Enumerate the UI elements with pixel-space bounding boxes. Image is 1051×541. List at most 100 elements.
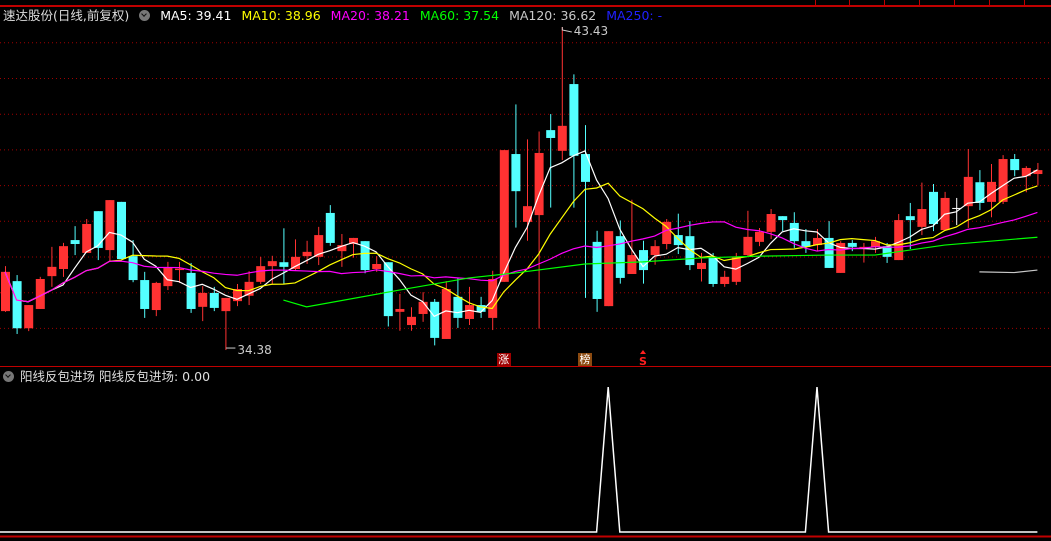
candle-body bbox=[465, 305, 474, 319]
ma20-label: MA20: 38.21 bbox=[330, 8, 410, 23]
candle-body bbox=[12, 281, 22, 329]
candle-body bbox=[267, 261, 277, 267]
marker-sell-s[interactable]: S bbox=[639, 355, 647, 368]
candle-body bbox=[789, 222, 799, 242]
candle-body bbox=[1010, 159, 1020, 171]
candle-body bbox=[233, 288, 242, 302]
marker-zhang[interactable]: 涨 bbox=[496, 353, 511, 366]
candle-body bbox=[1, 271, 10, 312]
candle-body bbox=[523, 206, 532, 222]
candle-body bbox=[963, 176, 973, 207]
candle-body bbox=[847, 242, 857, 247]
candle-body bbox=[801, 241, 811, 247]
stock-title: 速达股份(日线,前复权) bbox=[3, 8, 130, 23]
ma120-label: MA120: 36.62 bbox=[509, 8, 597, 23]
menu-tab[interactable] bbox=[1024, 0, 1051, 6]
candle-body bbox=[569, 84, 579, 156]
candle-body bbox=[917, 209, 927, 227]
candle-body bbox=[82, 224, 92, 253]
candle-body bbox=[198, 292, 208, 307]
candle-body bbox=[813, 237, 822, 246]
menu-tab[interactable] bbox=[884, 0, 920, 6]
candle-body bbox=[117, 201, 126, 259]
candle-body bbox=[743, 236, 753, 256]
candle-body bbox=[581, 154, 590, 182]
candle-body bbox=[604, 231, 614, 307]
candle-body bbox=[534, 152, 544, 216]
ma250-label: MA250: - bbox=[606, 8, 663, 23]
candle-body bbox=[998, 159, 1008, 202]
candle-body bbox=[836, 242, 846, 273]
low-price-label: 34.38 bbox=[237, 343, 272, 357]
candle-body bbox=[430, 301, 440, 338]
indicator-value: 阳线反包进场: 0.00 bbox=[99, 369, 211, 384]
ma60-label: MA60: 37.54 bbox=[419, 8, 500, 23]
candle-body bbox=[882, 246, 892, 257]
candle-body bbox=[894, 220, 904, 261]
signal-line bbox=[0, 386, 1038, 533]
up-arrow-icon bbox=[640, 350, 646, 354]
candle-body bbox=[708, 256, 718, 284]
candle-body bbox=[511, 154, 521, 192]
indicator-header: 阳线反包进场 阳线反包进场: 0.00 bbox=[3, 369, 210, 385]
candle-body bbox=[755, 231, 764, 242]
candle-body bbox=[256, 266, 266, 282]
candle-body bbox=[59, 246, 68, 269]
candle-body bbox=[905, 216, 915, 221]
menu-tab[interactable] bbox=[989, 0, 1025, 6]
candle-body bbox=[952, 207, 962, 209]
candle-body bbox=[105, 200, 115, 251]
candle-body bbox=[186, 272, 196, 309]
candle-body bbox=[221, 297, 231, 312]
candle-body bbox=[418, 301, 428, 314]
candle-body bbox=[546, 130, 556, 138]
menu-tab[interactable] bbox=[849, 0, 885, 6]
chevron-down-circle-icon[interactable] bbox=[139, 10, 151, 21]
candle-body bbox=[650, 246, 660, 256]
candle-body bbox=[302, 251, 312, 257]
candle-body bbox=[662, 221, 672, 245]
menu-tab[interactable] bbox=[954, 0, 990, 6]
candle-body bbox=[325, 212, 335, 243]
candle-body bbox=[1033, 170, 1043, 175]
candle-body bbox=[47, 266, 57, 277]
candle-body bbox=[35, 278, 45, 309]
candle-body bbox=[175, 268, 184, 271]
candle-body bbox=[1021, 167, 1031, 177]
candle-body bbox=[592, 241, 602, 299]
candle-body bbox=[314, 235, 324, 257]
candle-body bbox=[639, 250, 648, 271]
candle-body bbox=[151, 282, 161, 311]
marker-bang[interactable]: 榜 bbox=[578, 353, 592, 366]
ma-line-ma10 bbox=[4, 182, 1038, 310]
high-pointer bbox=[561, 26, 572, 33]
chevron-down-circle-icon[interactable] bbox=[3, 371, 14, 382]
candle-body bbox=[70, 240, 80, 245]
candle-body bbox=[615, 236, 625, 278]
candle-body bbox=[557, 125, 567, 151]
candle-body bbox=[24, 305, 34, 329]
chart-header: 速达股份(日线,前复权) MA5: 39.41 MA10: 38.96 MA20… bbox=[3, 8, 668, 24]
candle-body bbox=[383, 262, 393, 317]
candle-body bbox=[279, 262, 289, 267]
ma-line-ma20 bbox=[4, 211, 1038, 303]
menu-tab[interactable] bbox=[815, 0, 850, 6]
candle-body bbox=[244, 281, 254, 296]
candle-body bbox=[163, 267, 173, 287]
menu-tab[interactable] bbox=[919, 0, 955, 6]
ma-line-ma5 bbox=[4, 150, 1038, 318]
candle-body bbox=[824, 237, 834, 268]
candle-body bbox=[987, 181, 996, 202]
candle-body bbox=[128, 256, 138, 281]
candle-body bbox=[499, 150, 509, 282]
candle-body bbox=[395, 308, 405, 312]
top-menu-bar bbox=[0, 0, 1051, 7]
candle-body bbox=[627, 255, 637, 274]
candle-body bbox=[685, 236, 695, 266]
candle-body bbox=[349, 237, 358, 245]
candle-body bbox=[360, 241, 370, 271]
candle-body bbox=[93, 211, 103, 248]
candle-body bbox=[453, 296, 463, 318]
candle-body bbox=[720, 276, 730, 284]
